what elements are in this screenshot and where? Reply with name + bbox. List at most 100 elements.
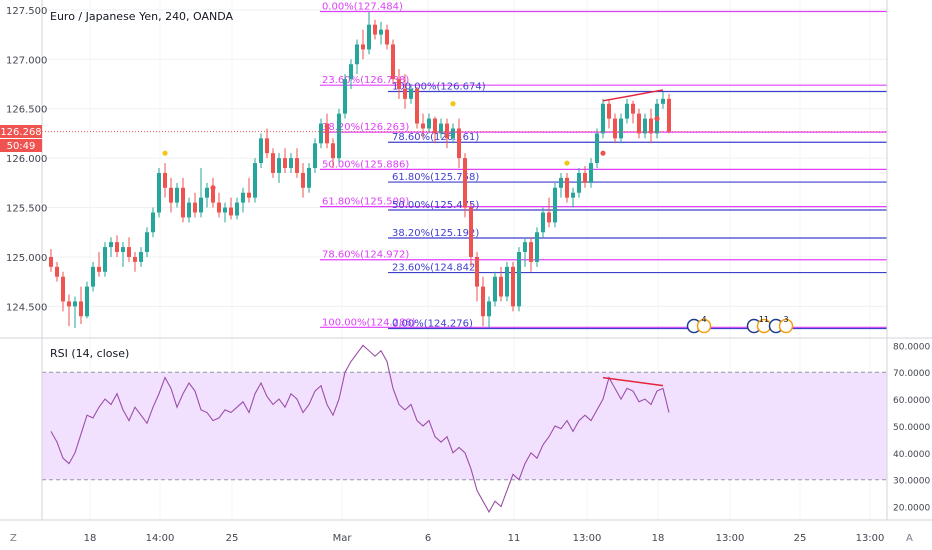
candle	[439, 118, 443, 139]
candle	[127, 237, 131, 262]
candle	[325, 113, 329, 149]
candle-body	[415, 88, 419, 124]
candle-body	[529, 242, 533, 262]
candle	[607, 98, 611, 129]
candle	[415, 86, 419, 129]
candle	[211, 177, 215, 208]
candle-body	[475, 256, 479, 287]
candle	[151, 207, 155, 238]
candle	[613, 113, 617, 144]
time-tick-label: 13:00	[573, 533, 602, 544]
candle	[379, 21, 383, 45]
candle-body	[151, 212, 155, 233]
candle	[463, 153, 467, 218]
rsi-band	[42, 372, 887, 480]
candle	[139, 247, 143, 267]
time-tick-label: 18	[84, 533, 97, 544]
signal-marker	[654, 115, 660, 122]
candle-body	[67, 301, 71, 307]
time-tick-label: 18	[652, 533, 665, 544]
rsi-tick-label: 80.0000	[893, 342, 930, 352]
auto-scale-button[interactable]: A	[906, 533, 913, 544]
candle	[349, 59, 353, 89]
signal-marker	[450, 101, 456, 107]
candle-body	[199, 197, 203, 213]
candle	[373, 19, 377, 40]
candle	[601, 98, 605, 139]
candle-body	[481, 286, 485, 317]
event-badge[interactable]: 11	[746, 315, 772, 334]
axis-labels: 127.500 127.000 126.500 126.000 125.500 125.0…	[6, 6, 930, 544]
candle	[517, 247, 521, 312]
candle-body	[289, 158, 293, 169]
candle-body	[271, 153, 275, 173]
candle-body	[109, 242, 113, 248]
candle-body	[157, 172, 161, 213]
candle	[253, 158, 257, 203]
candle-body	[469, 207, 473, 257]
candle	[391, 39, 395, 85]
candle-body	[625, 103, 629, 119]
candle	[547, 197, 551, 228]
candle-body	[397, 79, 401, 89]
candle-body	[433, 118, 437, 134]
candle-body	[235, 202, 239, 216]
candle-body	[577, 172, 581, 193]
chart-title: Euro / Japanese Yen, 240, OANDA	[50, 10, 234, 23]
candle	[133, 252, 137, 272]
candle-body	[355, 44, 359, 65]
fib-level-label: 100.00%(124.288)	[322, 317, 416, 328]
rsi-tick-label: 70.0000	[893, 369, 930, 379]
fib-level-label: 23.60%(124.842)	[392, 263, 479, 274]
candle-body	[163, 172, 167, 188]
candle-body	[601, 103, 605, 134]
candle-body	[619, 118, 623, 139]
candle	[433, 116, 437, 144]
candle	[511, 261, 515, 312]
candle	[169, 177, 173, 213]
time-tick-label: 14:00	[146, 533, 175, 544]
candle	[487, 296, 491, 329]
candle	[85, 281, 89, 319]
candle-body	[493, 276, 497, 302]
candle	[67, 294, 71, 327]
candle-body	[595, 133, 599, 164]
candle-body	[217, 202, 221, 213]
fib-level-label: 38.20%(126.263)	[322, 122, 409, 133]
candle-body	[637, 113, 641, 134]
price-tick-label: 124.500	[6, 302, 47, 313]
signal-markers	[162, 89, 664, 191]
price-tick-label: 125.000	[6, 253, 47, 264]
candle	[55, 261, 59, 282]
rsi-tick-label: 40.0000	[893, 450, 930, 460]
rsi-band-layer	[42, 371, 887, 481]
candle	[529, 237, 533, 272]
candle	[121, 242, 125, 267]
candle-body	[523, 242, 527, 253]
candle-body	[361, 44, 365, 50]
candle-body	[535, 232, 539, 262]
candle-body	[97, 266, 101, 272]
candle	[505, 261, 509, 302]
candle-body	[487, 301, 491, 317]
zoom-icon[interactable]: Z	[10, 533, 17, 544]
candle	[235, 197, 239, 220]
fib-level-label: 23.60%(126.738)	[322, 75, 409, 86]
signal-marker	[210, 185, 216, 191]
fib-levels: 0.00%(127.484) 23.60%(126.738) 38.20%(126.…	[320, 1, 887, 330]
candle	[445, 118, 449, 149]
candle	[541, 207, 545, 238]
candle	[97, 252, 101, 277]
candle-body	[667, 98, 671, 132]
candle-body	[265, 138, 269, 154]
candle	[289, 153, 293, 173]
candle	[643, 113, 647, 139]
candle-body	[541, 212, 545, 233]
candle-body	[91, 266, 95, 287]
event-badge[interactable]: 3	[768, 315, 794, 334]
candle-body	[499, 276, 503, 297]
candle-body	[259, 138, 263, 164]
event-badge[interactable]: 4	[686, 315, 712, 334]
rsi-divergence-line	[602, 376, 664, 387]
countdown: 50:49	[7, 141, 36, 152]
